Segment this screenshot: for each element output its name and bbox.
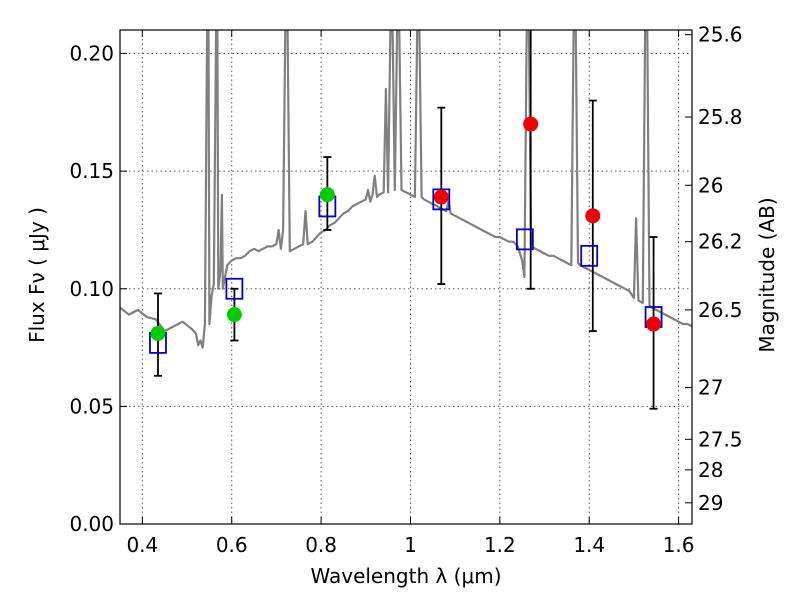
- data-point: [585, 208, 601, 224]
- right-tick-label: 29: [698, 491, 723, 515]
- model-box: [432, 188, 451, 211]
- right-tick-label: 25.8: [698, 105, 743, 129]
- right-axis-label: Magnitude (AB): [755, 197, 779, 352]
- x-tick-label: 1: [404, 533, 417, 557]
- y-axis-label: Flux Fν ( μJy ): [25, 207, 49, 343]
- right-tick-label: 27.5: [698, 427, 743, 451]
- right-tick-label: 25.6: [698, 23, 743, 47]
- data-point: [150, 325, 166, 341]
- model-sed-layer: [120, 30, 692, 349]
- errorbar-layer: [153, 30, 658, 410]
- x-tick-label: 1.6: [663, 533, 695, 557]
- right-tick-label: 26: [698, 173, 723, 197]
- x-tick-label: 1.2: [484, 533, 516, 557]
- plot-frame: [119, 29, 693, 525]
- y-tick-label: 0.20: [69, 42, 114, 66]
- y-tick-label: 0.10: [69, 277, 114, 301]
- data-point: [433, 189, 449, 205]
- data-point: [226, 307, 242, 323]
- model-box: [580, 244, 599, 267]
- right-tick-label: 28: [698, 458, 723, 482]
- observed-point-layer: [150, 116, 662, 341]
- x-tick-label: 0.6: [216, 533, 248, 557]
- y-tick-label: 0.05: [69, 394, 114, 418]
- data-point: [523, 116, 539, 132]
- x-tick-label: 0.4: [126, 533, 158, 557]
- data-point: [646, 316, 662, 332]
- x-axis-label: Wavelength λ (μm): [310, 564, 501, 588]
- right-tick-label: 26.2: [698, 230, 743, 254]
- model-box: [515, 228, 534, 251]
- x-tick-label: 0.8: [305, 533, 337, 557]
- data-point: [319, 187, 335, 203]
- y-tick-label: 0.15: [69, 159, 114, 183]
- right-tick-label: 27: [698, 376, 723, 400]
- model-sed-line: [120, 30, 692, 349]
- model-box: [225, 277, 244, 300]
- y-tick-label: 0.00: [69, 512, 114, 536]
- right-tick-label: 26.5: [698, 298, 743, 322]
- tick-label-layer: 0.4 0.6 0.8 1 1.2 1.4 1.6 0.00 0.05 0.10 0.15 0.20 2…: [69, 23, 742, 557]
- tick-layer: [120, 30, 692, 525]
- x-tick-label: 1.4: [573, 533, 605, 557]
